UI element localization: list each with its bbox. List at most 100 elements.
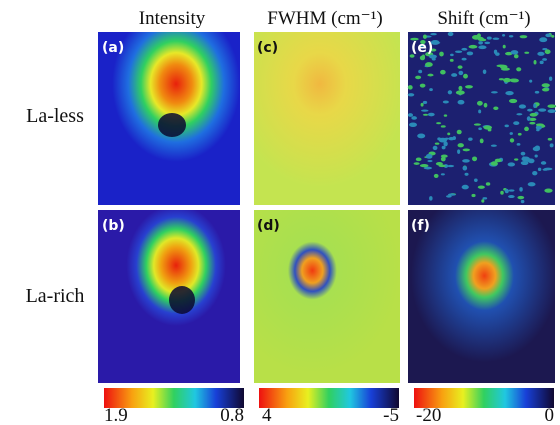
speckle [429, 196, 433, 201]
colorbar [104, 388, 244, 408]
speckle [476, 100, 483, 106]
speckle [529, 79, 533, 83]
speckle [542, 58, 547, 61]
speckle [532, 170, 538, 176]
speckle [505, 51, 513, 56]
row-label: La-rich [26, 285, 85, 307]
speckle [478, 41, 483, 45]
speckle [547, 137, 553, 141]
speckle [524, 51, 530, 54]
speckle [500, 190, 504, 195]
panel-label: (b) [102, 218, 125, 234]
row-label: La-less [26, 105, 84, 127]
speckle [410, 37, 419, 41]
colorbar-max-label: -5 [383, 405, 399, 425]
speckle [421, 54, 425, 59]
speckle [439, 51, 444, 57]
speckle [551, 35, 555, 38]
speckle [455, 50, 463, 53]
speckle [478, 109, 482, 114]
speckle [447, 164, 455, 168]
speckles [407, 31, 557, 204]
speckle [431, 41, 441, 44]
speckle [483, 102, 488, 108]
speckle [518, 104, 527, 109]
colorbar-min-label: -20 [416, 405, 441, 425]
speckle [507, 162, 516, 167]
speckle [420, 40, 426, 45]
speckle [504, 188, 509, 194]
speckle [514, 158, 519, 161]
speckle [468, 44, 478, 49]
speckle [447, 132, 451, 136]
speckle [534, 90, 540, 94]
speckle [509, 78, 519, 82]
intensity-map [98, 210, 240, 383]
speckle [539, 60, 544, 65]
speckle [527, 108, 533, 112]
speckle [461, 47, 468, 51]
intensity-dark-spot [169, 286, 195, 314]
speckle [430, 33, 437, 36]
speckle [508, 35, 514, 38]
panel-label: (f) [411, 218, 430, 234]
speckle [508, 98, 518, 104]
speckle [547, 109, 556, 113]
speckle [415, 75, 422, 80]
speckle [535, 123, 544, 127]
speckle [461, 184, 469, 190]
speckle [448, 193, 456, 196]
speckle [474, 178, 478, 183]
speckle [458, 85, 463, 91]
speckle [505, 91, 514, 96]
speckle [468, 137, 473, 141]
speckle [443, 141, 448, 147]
speckle [490, 144, 497, 147]
speckle [541, 83, 550, 88]
speckle [524, 126, 529, 132]
speckle [465, 85, 473, 89]
speckle [407, 113, 414, 117]
speckle [547, 104, 557, 109]
speckle [415, 157, 422, 162]
speckle [427, 112, 435, 117]
speckle [516, 113, 523, 116]
speckle [478, 45, 487, 50]
speckle [477, 185, 485, 189]
shift-map [408, 210, 555, 383]
speckle [502, 34, 506, 37]
speckle [537, 167, 542, 172]
speckle [535, 125, 542, 130]
speckle [407, 85, 413, 90]
speckle [446, 195, 452, 198]
speckle [462, 159, 470, 163]
speckle [440, 69, 446, 75]
speckle [457, 149, 461, 155]
speckle [419, 83, 426, 88]
speckle [527, 182, 536, 187]
speckle [428, 54, 437, 59]
column-header: Intensity [139, 8, 206, 29]
speckle [540, 161, 547, 165]
speckle [464, 172, 469, 176]
speckle [542, 47, 548, 51]
speckle [442, 100, 449, 104]
speckle [435, 162, 443, 166]
speckle [449, 58, 454, 62]
speckle [417, 133, 426, 139]
speckle [419, 164, 429, 168]
speckle [533, 103, 537, 109]
speckle [508, 189, 515, 192]
speckle [529, 112, 538, 117]
speckle [544, 49, 551, 55]
speckle [411, 116, 417, 120]
speckle [543, 167, 553, 171]
speckle [444, 137, 449, 140]
speckle [538, 108, 547, 112]
speckle [462, 148, 470, 152]
speckle [517, 132, 522, 136]
speckle [539, 37, 548, 43]
panel-label: (d) [257, 218, 280, 234]
speckle [484, 41, 491, 45]
speckle [437, 137, 441, 141]
